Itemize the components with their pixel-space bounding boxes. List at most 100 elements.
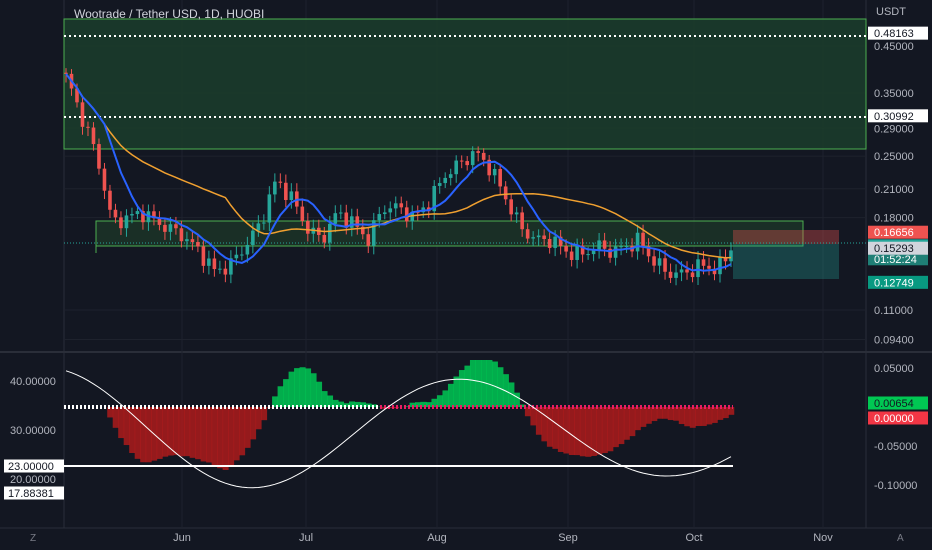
candle-body: [646, 246, 651, 257]
osc-left-badge: [4, 459, 64, 473]
momentum-bar: [722, 407, 729, 419]
price-tick-label: 0.29000: [874, 123, 914, 135]
momentum-bar: [475, 360, 482, 407]
candle-body: [514, 212, 519, 215]
candle-body: [558, 236, 563, 247]
momentum-bar: [678, 407, 685, 425]
price-axis[interactable]: 0.45000 0.35000 0.29000 0.25000 0.21000 0.180…: [868, 26, 928, 347]
momentum-bar: [134, 407, 141, 459]
candle-body: [696, 259, 700, 278]
momentum-bar: [618, 407, 625, 445]
candle-body: [179, 228, 184, 242]
price-badge: [868, 252, 928, 266]
momentum-bar: [684, 407, 691, 427]
momentum-bar: [145, 407, 152, 463]
candle-body: [564, 246, 568, 252]
oscillator-pane: [64, 360, 735, 489]
candle-body: [668, 271, 673, 278]
candle-body: [267, 194, 272, 223]
momentum-bar: [228, 407, 235, 466]
candle-body: [729, 250, 733, 262]
candle-body: [119, 217, 123, 229]
price-badge-label: 0.16656: [874, 227, 914, 239]
momentum-bar: [640, 407, 647, 427]
time-tick-label: Nov: [813, 532, 833, 544]
momentum-bar: [283, 379, 290, 407]
momentum-bar: [458, 370, 465, 407]
candle-body: [718, 257, 722, 275]
momentum-bar: [480, 360, 487, 407]
momentum-bar: [530, 407, 537, 426]
momentum-bar: [420, 401, 427, 407]
candle-body: [349, 216, 354, 228]
momentum-bar: [414, 402, 421, 407]
momentum-bar: [288, 371, 295, 407]
candle-body: [459, 160, 464, 162]
price-tick-label: 0.21000: [874, 184, 914, 196]
lower-zone: [95, 220, 804, 247]
candle-body: [256, 223, 261, 231]
stop-loss-zone: [733, 230, 839, 244]
momentum-bar: [579, 407, 586, 457]
osc-left-tick: 40.00000: [10, 376, 56, 388]
candle-body: [465, 161, 469, 166]
momentum-bar: [211, 407, 218, 466]
candle-body: [575, 245, 579, 260]
oscillator-axis[interactable]: 0.05000 -0.05000 -0.10000 40.00000 30.00000 2…: [4, 363, 928, 500]
momentum-bar: [321, 391, 328, 407]
momentum-bar: [491, 361, 498, 407]
momentum-bar: [239, 407, 246, 456]
osc-badge: [868, 411, 928, 425]
candle-body: [245, 244, 250, 255]
momentum-bar: [717, 407, 724, 420]
time-axis[interactable]: Jun Jul Aug Sep Oct Nov: [173, 532, 833, 544]
momentum-bar: [447, 383, 454, 407]
zoom-icon[interactable]: Z: [30, 533, 37, 544]
momentum-bar: [453, 376, 460, 407]
candle-body: [322, 234, 327, 243]
momentum-bar: [557, 407, 564, 452]
candle-body: [135, 211, 140, 215]
momentum-bar: [524, 407, 531, 417]
price-badge: [868, 26, 928, 40]
candle-body: [701, 259, 706, 266]
osc-badge: [868, 396, 928, 410]
momentum-bar: [535, 407, 542, 435]
symbol-title[interactable]: Wootrade / Tether USD, 1D, HUOBI: [74, 7, 265, 21]
momentum-bar: [140, 407, 147, 463]
momentum-bar: [250, 407, 257, 440]
auto-scale-icon[interactable]: A: [897, 533, 904, 544]
candle-body: [674, 272, 678, 278]
candle-body: [437, 183, 442, 186]
candle-body: [355, 216, 360, 227]
time-tick-label: Oct: [685, 532, 702, 544]
price-badge: [868, 275, 928, 289]
momentum-bar: [673, 407, 680, 421]
candle-body: [707, 265, 711, 269]
candle-body: [229, 258, 233, 275]
price-badge: [868, 225, 928, 239]
candle-body: [591, 250, 596, 255]
momentum-bar: [200, 407, 207, 462]
momentum-bar: [607, 407, 614, 452]
momentum-bar: [189, 407, 196, 458]
momentum-bar: [486, 360, 493, 407]
candle-body: [289, 191, 294, 201]
candle-body: [75, 88, 79, 103]
take-profit-zone: [733, 244, 839, 279]
candle-body: [542, 235, 546, 240]
candle-body: [624, 246, 629, 248]
candle-body: [410, 211, 415, 222]
candle-body: [679, 269, 684, 273]
candle-body: [163, 224, 167, 232]
momentum-bar: [645, 407, 652, 424]
candle-body: [641, 232, 645, 247]
candle-body: [492, 168, 497, 176]
momentum-bar: [700, 407, 707, 426]
momentum-bar: [469, 360, 476, 407]
momentum-bar: [656, 407, 663, 419]
momentum-bar: [601, 407, 608, 454]
candle-body: [443, 177, 448, 184]
momentum-bar: [107, 407, 114, 418]
